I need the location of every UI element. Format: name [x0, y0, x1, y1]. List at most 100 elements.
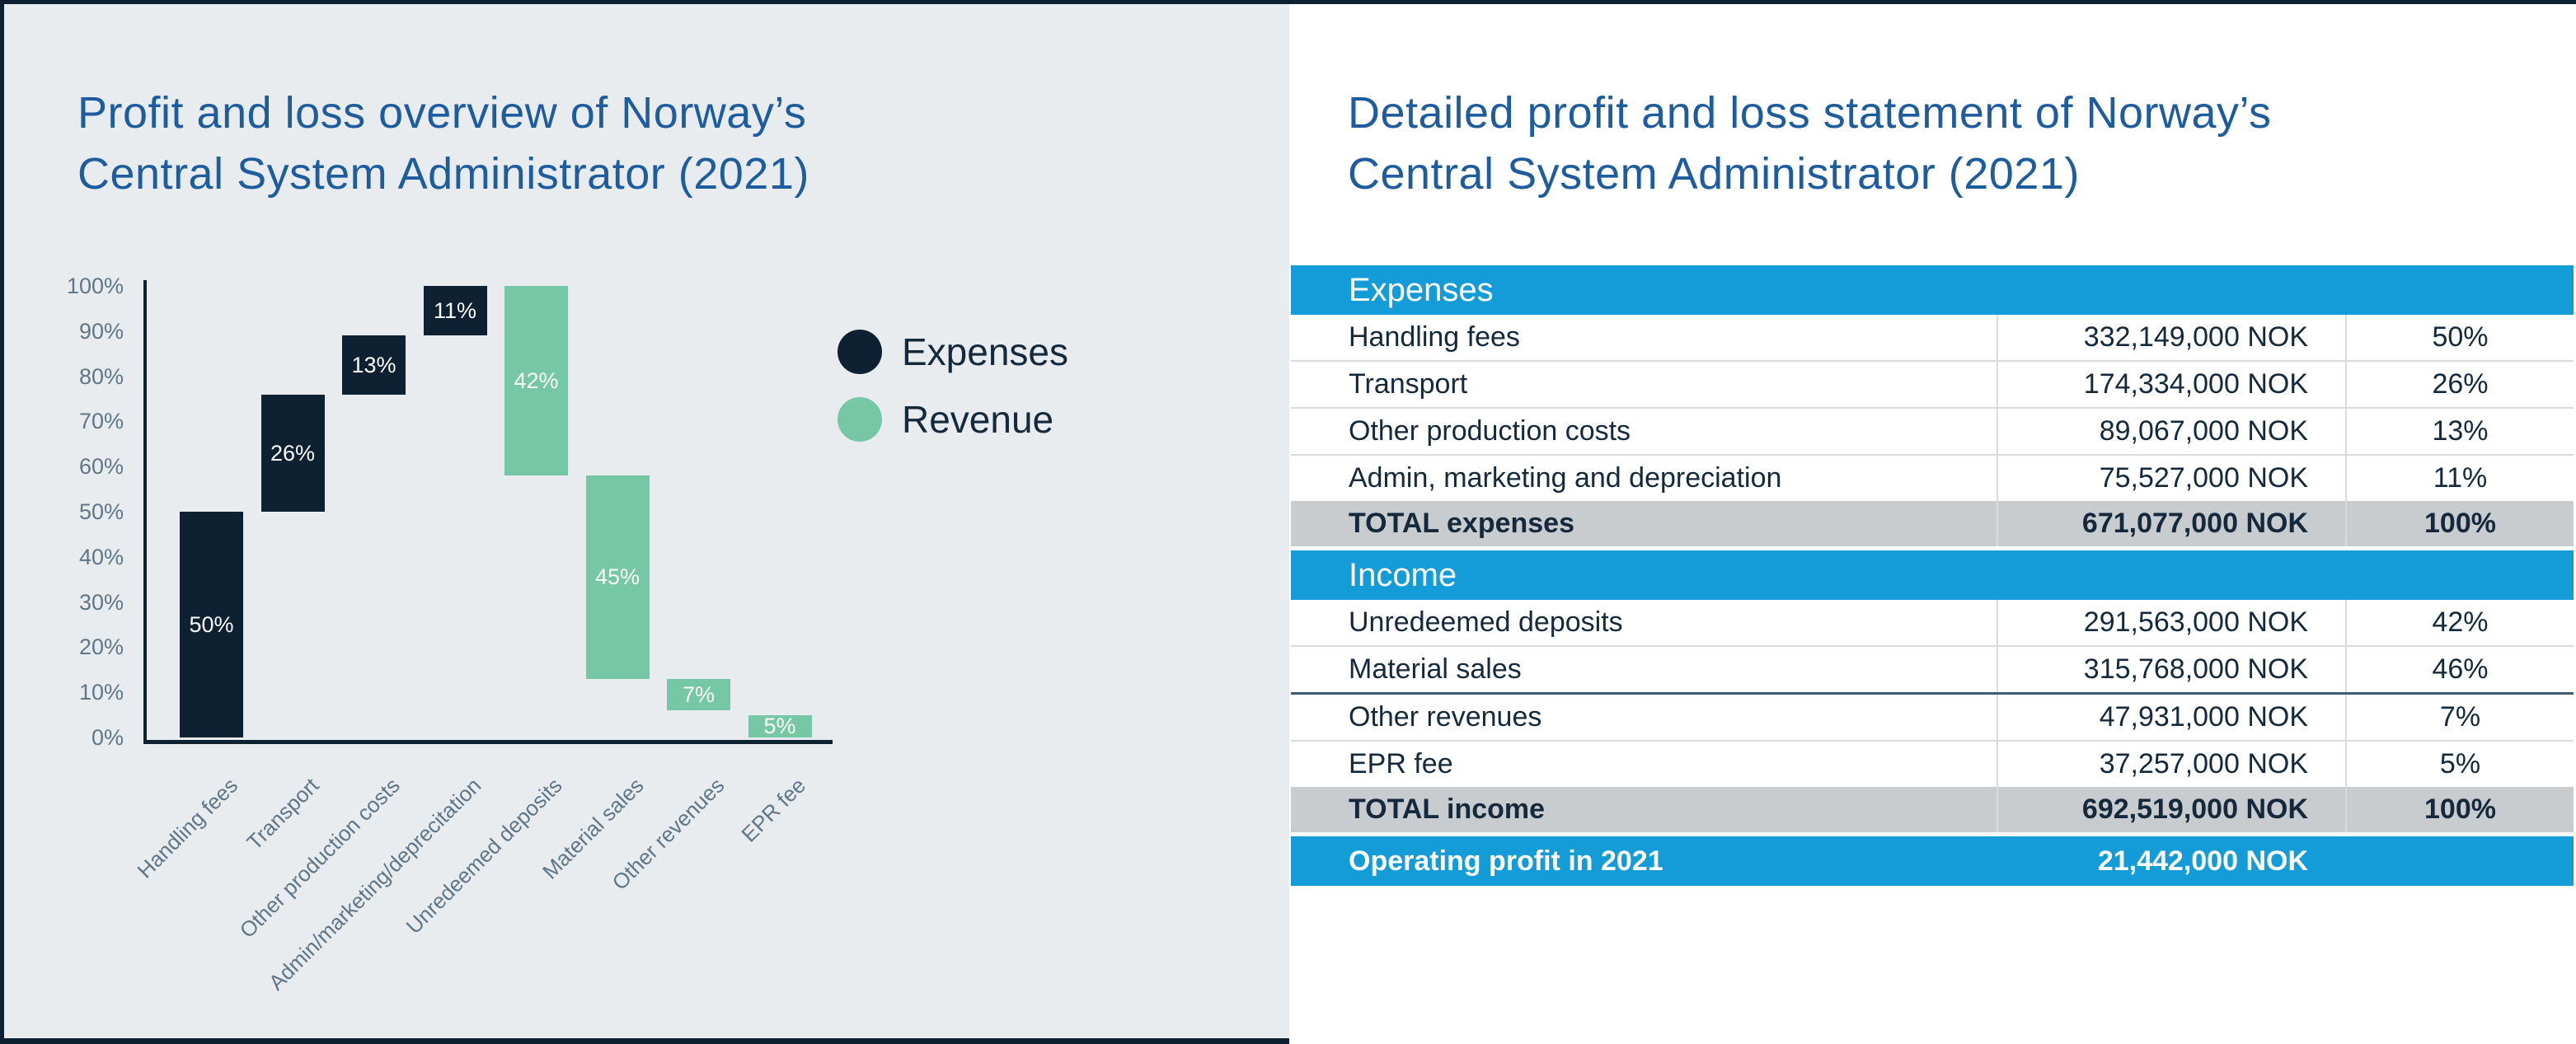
y-tick-label: 100%	[66, 274, 124, 298]
total-percent: 100%	[2345, 501, 2574, 546]
bar-value-label: 45%	[594, 564, 640, 590]
section-header-label: Expenses	[1349, 271, 1494, 308]
chart-title: Profit and loss overview of Norway’s Cen…	[77, 88, 809, 199]
row-label: Other production costs	[1349, 415, 1631, 447]
y-tick-label: 10%	[78, 680, 124, 705]
row-percent: 13%	[2345, 409, 2574, 454]
row-value: 89,067,000 NOK	[1997, 409, 2345, 454]
legend-dot-expenses	[838, 330, 882, 374]
total-value: 671,077,000 NOK	[1997, 501, 2345, 546]
left-border	[0, 0, 4, 1044]
table-row-material-sales: Material sales 315,768,000 NOK 46%	[1291, 645, 2574, 692]
y-tick-label: 60%	[78, 454, 124, 480]
chart-panel: Profit and loss overview of Norway’s Cen…	[0, 0, 1289, 1044]
bar-unredeemed-deposits	[504, 286, 568, 476]
y-tick-label: 50%	[78, 499, 124, 524]
x-axis-label-handling-fees: Handling fees	[132, 773, 242, 883]
section-header-income: Income	[1291, 550, 2574, 600]
table-row-epr-fee: EPR fee 37,257,000 NOK 5%	[1291, 740, 2574, 787]
waterfall-chart: 0% 10% 20% 30% 40% 50% 60% 70% 80% 90% 100% 50% Hand…	[66, 274, 1167, 995]
row-value: 37,257,000 NOK	[1997, 742, 2345, 787]
bar-value-label: 50%	[189, 612, 234, 637]
y-tick-label: 30%	[78, 589, 124, 615]
bottom-border	[0, 1038, 1289, 1044]
x-axis-line	[143, 740, 833, 744]
row-label: Unredeemed deposits	[1349, 606, 1623, 638]
row-value: 47,931,000 NOK	[1997, 695, 2345, 740]
row-label: EPR fee	[1349, 748, 1453, 779]
bar-other-revenues	[667, 678, 730, 711]
row-percent: 5%	[2345, 742, 2574, 787]
row-percent: 42%	[2345, 600, 2574, 645]
row-percent: 7%	[2345, 695, 2574, 740]
x-axis-label-unredeemed-deposits: Unredeemed deposits	[401, 773, 567, 939]
operating-profit-value: 21,442,000 NOK	[2097, 845, 2308, 877]
row-value: 315,768,000 NOK	[1997, 647, 2345, 692]
row-percent: 46%	[2345, 647, 2574, 692]
y-tick-label: 70%	[78, 409, 124, 434]
bar-value-label: 11%	[433, 298, 477, 324]
row-value: 332,149,000 NOK	[1997, 315, 2345, 360]
legend-dot-revenue	[838, 397, 882, 442]
section-header-expenses: Expenses	[1291, 265, 2574, 315]
table-row-admin-marketing-and-depreciation: Admin, marketing and depreciation 75,527,…	[1291, 454, 2574, 501]
bar-value-label: 26%	[270, 440, 316, 466]
row-label: Transport	[1349, 368, 1468, 400]
table-row-handling-fees: Handling fees 332,149,000 NOK 50%	[1291, 315, 2574, 360]
top-border	[0, 0, 2576, 4]
legend-item-revenue: Revenue	[838, 397, 1167, 442]
legend-item-expenses: Expenses	[838, 330, 1167, 374]
row-value: 75,527,000 NOK	[1997, 456, 2345, 501]
total-percent: 100%	[2345, 787, 2574, 832]
bar-value-label: 13%	[351, 352, 396, 377]
legend-label: Expenses	[902, 330, 1069, 373]
bar-epr-fee	[748, 714, 812, 737]
total-row-total-expenses: TOTAL expenses 671,077,000 NOK 100%	[1291, 501, 2574, 546]
operating-profit-row: Operating profit in 2021 21,442,000 NOK	[1291, 836, 2574, 886]
table-title: Detailed profit and loss statement of No…	[1348, 88, 2272, 199]
table-row-other-revenues: Other revenues 47,931,000 NOK 7%	[1291, 692, 2574, 740]
bar-value-label: 7%	[682, 681, 716, 707]
total-label: TOTAL income	[1349, 794, 1546, 825]
bar-transport	[260, 394, 325, 512]
section-header-spacer	[1997, 550, 2345, 600]
bar-admin-marketing-deprecitation	[423, 286, 487, 336]
row-label: Admin, marketing and depreciation	[1349, 462, 1782, 494]
x-axis-label-other-production-costs: Other production costs	[234, 773, 405, 943]
bar-material-sales	[585, 475, 650, 679]
table-panel: Detailed profit and loss statement of No…	[1289, 0, 2576, 1044]
row-value: 174,334,000 NOK	[1997, 362, 2345, 407]
row-percent: 11%	[2345, 456, 2574, 501]
operating-profit-label: Operating profit in 2021	[1349, 845, 1663, 877]
section-header-spacer	[2345, 265, 2574, 315]
legend-label: Revenue	[902, 398, 1054, 441]
y-tick-label: 90%	[78, 318, 124, 344]
x-axis-label-transport: Transport	[242, 773, 324, 855]
y-tick-label: 40%	[78, 544, 124, 569]
table-row-transport: Transport 174,334,000 NOK 26%	[1291, 360, 2574, 407]
row-percent: 50%	[2345, 315, 2574, 360]
table-row-unredeemed-deposits: Unredeemed deposits 291,563,000 NOK 42%	[1291, 600, 2574, 645]
y-tick-label: 20%	[78, 634, 124, 660]
row-percent: 26%	[2345, 362, 2574, 407]
row-value: 291,563,000 NOK	[1997, 600, 2345, 645]
bar-value-label: 5%	[763, 714, 796, 739]
bar-other-production-costs	[342, 335, 406, 395]
section-header-spacer	[1997, 265, 2345, 315]
total-label: TOTAL expenses	[1349, 508, 1574, 539]
bar-handling-fees	[180, 512, 243, 737]
row-label: Handling fees	[1349, 321, 1520, 353]
table-row-other-production-costs: Other production costs 89,067,000 NOK 13%	[1291, 407, 2574, 454]
section-header-spacer	[2345, 550, 2574, 600]
section-header-label: Income	[1349, 556, 1457, 593]
total-value: 692,519,000 NOK	[1997, 787, 2345, 832]
y-tick-label: 0%	[91, 725, 124, 750]
operating-profit-spacer	[2345, 836, 2574, 886]
row-label: Other revenues	[1349, 701, 1542, 733]
y-axis-line	[143, 280, 147, 744]
row-label: Material sales	[1349, 653, 1522, 685]
total-row-total-income: TOTAL income 692,519,000 NOK 100%	[1291, 787, 2574, 832]
x-axis-label-epr-fee: EPR fee	[736, 773, 811, 847]
profit-loss-table: Expenses Handling fees 332,149,000 NOK 50% T…	[1291, 265, 2574, 886]
